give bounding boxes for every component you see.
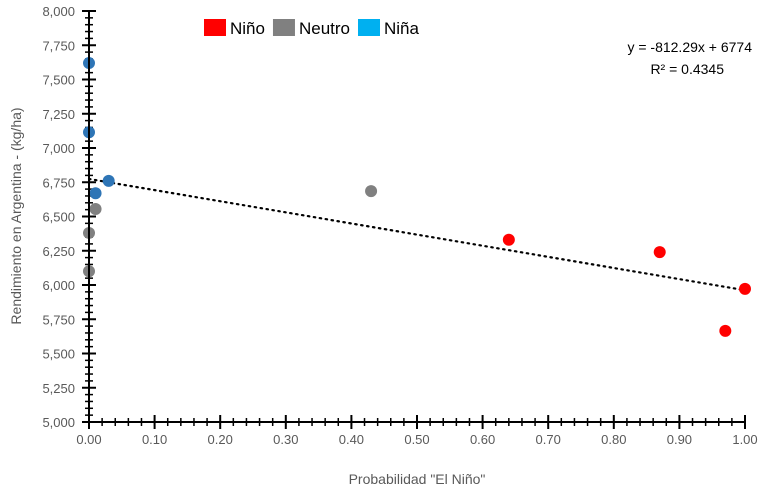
- data-points: [83, 57, 751, 337]
- y-tick-label: 7,500: [42, 73, 75, 88]
- y-tick-label: 5,750: [42, 312, 75, 327]
- x-tick-label: 0.10: [142, 432, 167, 447]
- r-squared: R² = 0.4345: [650, 61, 724, 77]
- y-tick-label: 6,750: [42, 175, 75, 190]
- y-tick-label: 5,500: [42, 347, 75, 362]
- point-niña: [102, 174, 115, 187]
- trendline: [87, 177, 747, 292]
- point-niño: [719, 324, 732, 337]
- x-axis-label: Probabilidad "El Niño": [349, 471, 486, 487]
- trendline-equation: y = -812.29x + 6774: [627, 39, 752, 55]
- point-niño: [502, 233, 515, 246]
- y-axis-label: Rendimiento en Argentina - (kg/ha): [8, 107, 24, 324]
- x-tick-label: 0.70: [536, 432, 561, 447]
- x-tick-label: 0.00: [76, 432, 101, 447]
- x-tick-label: 0.90: [667, 432, 692, 447]
- y-tick-label: 7,000: [42, 141, 75, 156]
- point-neutro: [89, 202, 102, 215]
- y-tick-label: 5,000: [42, 415, 75, 430]
- point-niño: [739, 282, 751, 295]
- x-axis-ticks: 0.00 0.10 0.20 0.30 0.40 0.50 0.60 0.70 0.80 0.90…: [76, 415, 758, 447]
- legend: Niño Neutro Niña: [204, 19, 420, 38]
- y-tick-label: 8,000: [42, 4, 75, 19]
- legend-label: Niño: [230, 19, 265, 38]
- point-niña: [89, 187, 102, 200]
- y-tick-label: 5,250: [42, 381, 75, 396]
- x-tick-label: 1.00: [732, 432, 757, 447]
- y-tick-label: 6,500: [42, 210, 75, 225]
- point-niño: [653, 246, 666, 259]
- y-tick-label: 7,750: [42, 38, 75, 53]
- x-tick-label: 0.80: [601, 432, 626, 447]
- y-tick-label: 6,250: [42, 244, 75, 259]
- y-tick-label: 7,250: [42, 107, 75, 122]
- x-tick-label: 0.60: [470, 432, 495, 447]
- x-tick-label: 0.50: [404, 432, 429, 447]
- legend-label: Niña: [384, 19, 420, 38]
- legend-swatch-1: [272, 19, 295, 36]
- y-tick-label: 6,000: [42, 278, 75, 293]
- legend-swatch-0: [204, 19, 226, 36]
- legend-label: Neutro: [299, 19, 350, 38]
- point-neutro: [365, 185, 378, 198]
- legend-swatch-2: [358, 19, 380, 36]
- x-tick-label: 0.40: [339, 432, 364, 447]
- x-tick-label: 0.20: [208, 432, 233, 447]
- x-tick-label: 0.30: [273, 432, 298, 447]
